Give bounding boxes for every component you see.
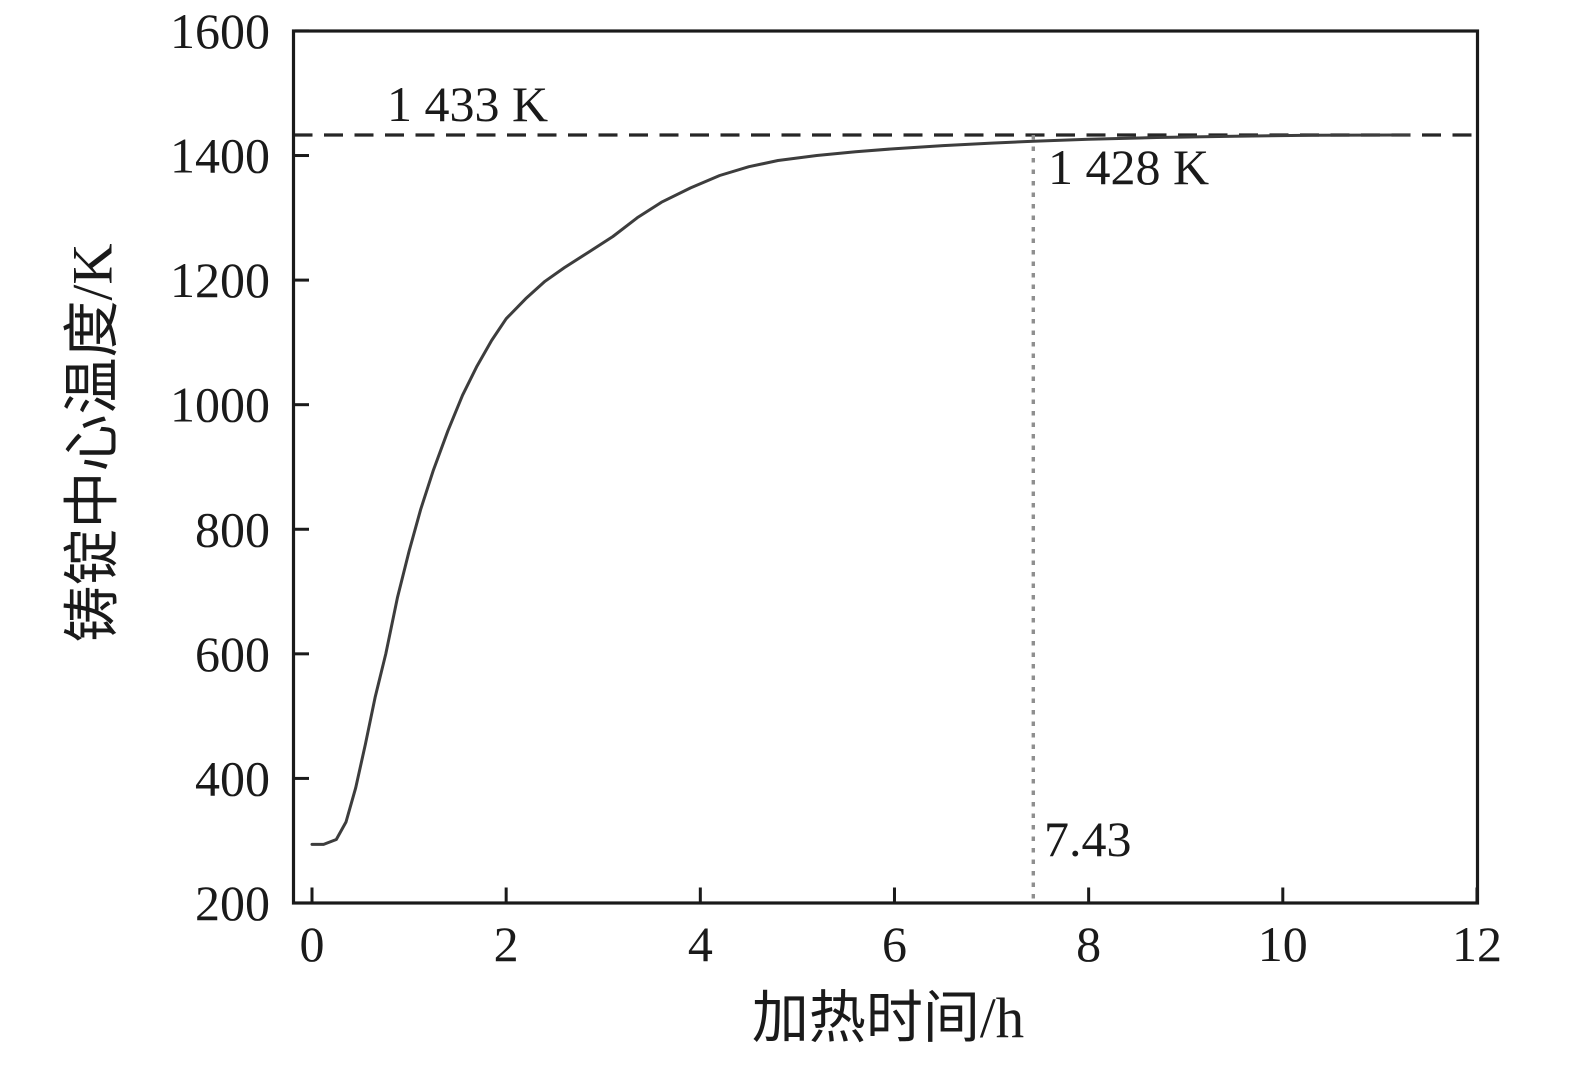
y-axis-tick-label: 200 (195, 875, 270, 931)
x-axis-tick-label: 2 (494, 916, 519, 972)
x-axis-title: 加热时间/h (751, 987, 1025, 1050)
y-axis-tick-label: 800 (195, 501, 270, 557)
temperature-curve (310, 133, 1411, 846)
annotation-1428k: 1 428 K (1048, 139, 1210, 195)
x-axis-tick-label: 12 (1452, 916, 1502, 972)
annotation-7-43h: 7.43 (1044, 811, 1132, 867)
x-axis-tick-label: 10 (1258, 916, 1308, 972)
annotation-1433k: 1 433 K (387, 76, 549, 132)
x-axis-tick-label: 0 (300, 916, 325, 972)
x-axis-tick-label: 8 (1076, 916, 1101, 972)
y-axis-tick-label: 1600 (170, 3, 270, 59)
y-axis-tick-label: 1200 (170, 252, 270, 308)
y-axis-title: 铸锭中心温度/K (61, 243, 125, 643)
y-axis-tick-label: 1000 (170, 377, 270, 433)
y-axis-tick-label: 1400 (170, 128, 270, 184)
y-axis-tick-label: 600 (195, 626, 270, 682)
x-axis-tick-label: 4 (688, 916, 713, 972)
y-axis-tick-label: 400 (195, 750, 270, 806)
x-axis-tick-label: 6 (882, 916, 907, 972)
plot-border (291, 29, 1480, 905)
